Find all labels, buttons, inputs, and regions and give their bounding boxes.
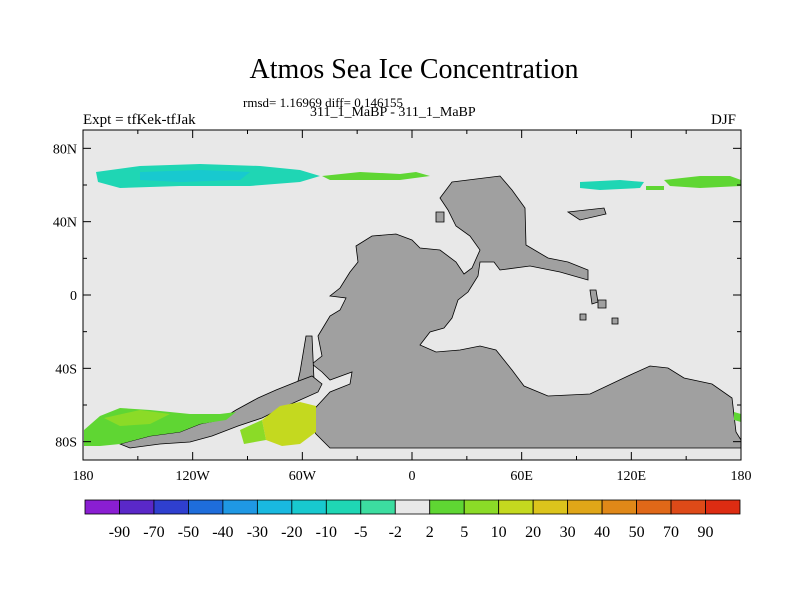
- colorbar-label: -2: [389, 524, 402, 541]
- colorbar-box: [84, 499, 120, 515]
- anomaly-south-east: [734, 412, 741, 422]
- colorbar-box: [153, 499, 189, 515]
- axis-ticks: 80N 40N 0 40S 80S 180 120W 60W 0 60E 120E 180: [53, 130, 752, 484]
- colorbar-box: [256, 499, 293, 515]
- colorbar-label: -70: [143, 524, 164, 541]
- colorbar-box: [705, 499, 741, 515]
- lat-tick-label: 40S: [55, 362, 77, 377]
- experiment-label: Expt = tfKek-tfJak: [83, 112, 196, 128]
- colorbar-label: -20: [281, 524, 302, 541]
- lon-tick-label: 120W: [176, 469, 211, 484]
- colorbar-label: -30: [247, 524, 268, 541]
- runs-text: 311_1_MaBP - 311_1_MaBP: [310, 105, 476, 120]
- colorbar-label: -10: [316, 524, 337, 541]
- lon-tick-label: 0: [409, 469, 416, 484]
- colorbar-box: [360, 499, 396, 515]
- lat-tick-label: 80N: [53, 142, 77, 157]
- lat-tick-label: 40N: [53, 216, 77, 231]
- colorbar-box: [532, 499, 569, 515]
- anomaly-north-east-1: [580, 180, 644, 190]
- colorbar-label: -50: [178, 524, 199, 541]
- anomaly-north-mid: [322, 172, 430, 180]
- anomaly-south-mid-edge: [240, 420, 266, 444]
- colorbar-box: [601, 499, 637, 515]
- colorbar-box: [291, 499, 327, 515]
- colorbar-box: [222, 499, 258, 515]
- colorbar-label: 10: [491, 524, 507, 541]
- land-small-island-5: [435, 211, 445, 223]
- colorbar-box: [498, 499, 534, 515]
- anomaly-north-east-2: [664, 176, 741, 188]
- anomaly-north-small: [646, 186, 664, 190]
- lon-tick-label: 120E: [617, 469, 647, 484]
- colorbar-labels: -90 -70 -50 -40 -30 -20 -10 -5 -2 2 5 10 20 30 40 50 70 9…: [109, 524, 714, 541]
- colorbar-label: 50: [629, 524, 645, 541]
- land-east-island: [566, 207, 607, 221]
- lon-tick-label: 60W: [289, 469, 317, 484]
- colorbar-box: [670, 499, 706, 515]
- colorbar-label: 90: [698, 524, 714, 541]
- colorbar-label: -40: [212, 524, 233, 541]
- land-small-island-3: [579, 313, 587, 321]
- colorbar-label: 70: [663, 524, 679, 541]
- chart-title: Atmos Sea Ice Concentration: [249, 54, 579, 85]
- anomaly-north-west-core: [140, 170, 250, 182]
- colorbar-label: 2: [426, 524, 434, 541]
- season-label: DJF: [711, 112, 737, 128]
- colorbar-box: [567, 499, 603, 515]
- land-small-island-4: [611, 317, 619, 325]
- colorbar-boxes: [84, 499, 741, 515]
- colorbar-label: 20: [525, 524, 541, 541]
- colorbar-label: 40: [594, 524, 610, 541]
- colorbar-box: [394, 499, 431, 515]
- land-small-island-2: [597, 299, 607, 309]
- colorbar-box: [429, 499, 465, 515]
- colorbar-label: 5: [460, 524, 468, 541]
- lon-tick-label: 180: [731, 469, 752, 484]
- lat-tick-label: 0: [70, 289, 77, 304]
- land-supercontinent: [305, 175, 742, 449]
- colorbar-box: [463, 499, 500, 515]
- anomaly-south-west-core: [104, 410, 170, 426]
- colorbar-label: 30: [560, 524, 576, 541]
- colorbar-label: -90: [109, 524, 130, 541]
- colorbar-box: [119, 499, 155, 515]
- anomaly-south-mid: [262, 402, 316, 446]
- colorbar-box: [636, 499, 672, 515]
- anomaly-patches: [84, 164, 741, 446]
- stats-text: rmsd= 1.16969 diff= 0.146155: [243, 95, 403, 110]
- colorbar-box: [325, 499, 362, 515]
- lon-tick-label: 180: [73, 469, 94, 484]
- lat-tick-label: 80S: [55, 436, 77, 451]
- colorbar-box: [188, 499, 224, 515]
- colorbar-label: -5: [354, 524, 367, 541]
- lon-tick-label: 60E: [510, 469, 533, 484]
